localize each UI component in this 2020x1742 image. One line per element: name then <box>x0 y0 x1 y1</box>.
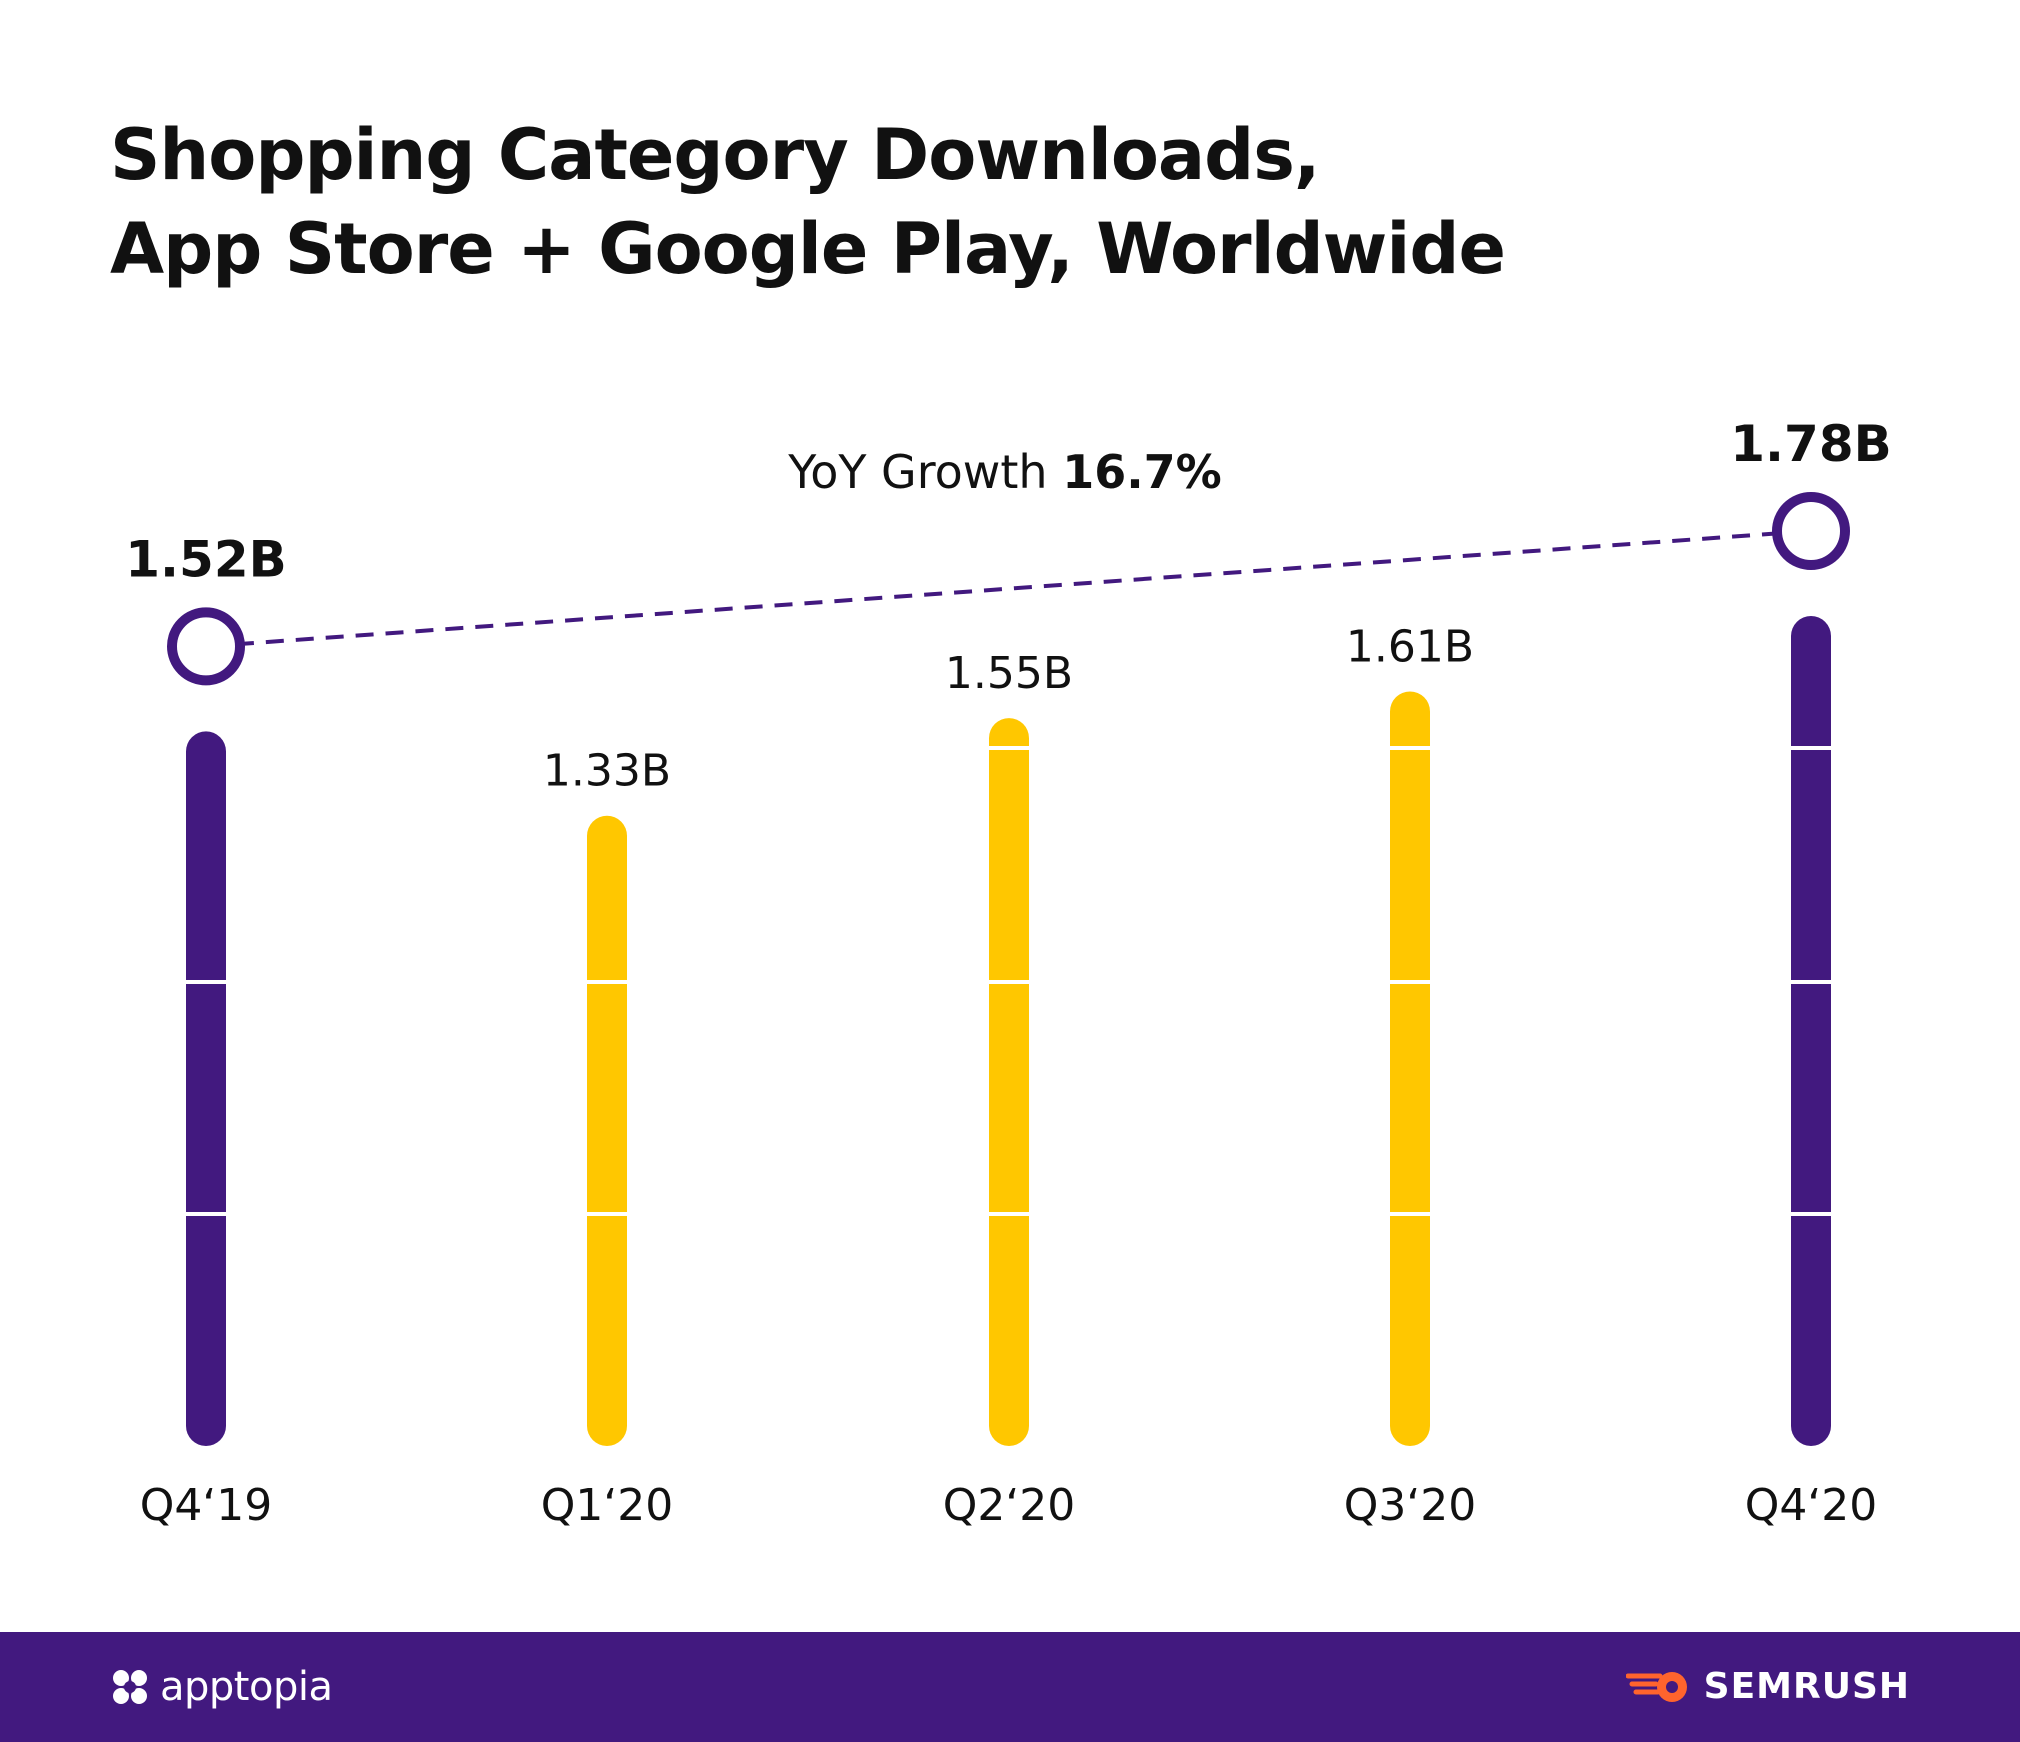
apptopia-logo: apptopia <box>110 1664 333 1710</box>
footer-bar: apptopia SEMRUSH <box>0 1632 2020 1742</box>
highlight-marker-1 <box>167 607 245 686</box>
yoy-trend-line <box>205 529 1812 649</box>
bar-chart: Q4‘19 1.52B Q1‘20 1.33B Q2‘20 1.55B Q3‘20 1.61B… <box>125 415 1891 1531</box>
x-tick-label-5: Q4‘20 <box>1745 1480 1878 1531</box>
yoy-growth-label: YoY Growth <box>787 445 1062 499</box>
data-label-4: 1.61B <box>1346 621 1474 672</box>
apptopia-logo-icon <box>113 1670 147 1704</box>
bar-1 <box>186 731 226 1446</box>
semrush-wordmark: SEMRUSH <box>1703 1666 1910 1707</box>
data-label-3: 1.55B <box>945 648 1073 699</box>
bar-5 <box>1791 616 1831 1446</box>
bar-2 <box>587 815 627 1446</box>
x-tick-label-1: Q4‘19 <box>140 1480 273 1531</box>
bar-4 <box>1390 691 1430 1446</box>
yoy-growth-value: 16.7% <box>1062 445 1222 499</box>
apptopia-wordmark: apptopia <box>160 1664 333 1710</box>
data-label-1: 1.52B <box>125 530 286 588</box>
semrush-logo: SEMRUSH <box>1625 1664 1910 1710</box>
semrush-logo-icon <box>1625 1672 1687 1702</box>
x-tick-label-3: Q2‘20 <box>943 1480 1076 1531</box>
data-label-2: 1.33B <box>543 746 671 797</box>
chart-title-line-2: App Store + Google Play, Worldwide <box>110 208 1506 290</box>
chart-title: Shopping Category Downloads, App Store +… <box>110 108 1506 296</box>
highlight-marker-2 <box>1772 492 1850 570</box>
x-tick-label-2: Q1‘20 <box>541 1480 674 1531</box>
data-label-5: 1.78B <box>1730 415 1891 473</box>
chart-title-line-1: Shopping Category Downloads, <box>110 114 1321 196</box>
x-tick-label-4: Q3‘20 <box>1344 1480 1477 1531</box>
bar-3 <box>989 718 1029 1446</box>
yoy-growth-annotation: YoY Growth 16.7% <box>787 445 1222 499</box>
